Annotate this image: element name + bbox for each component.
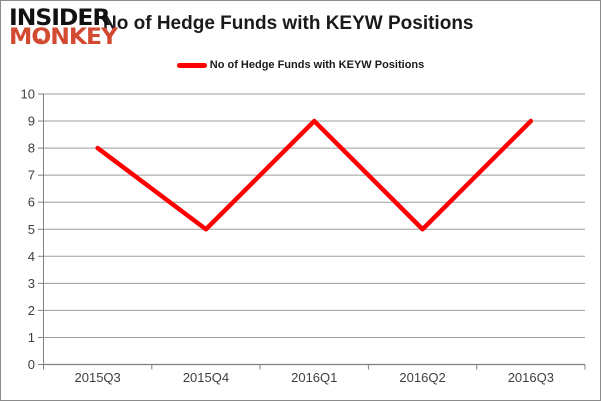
x-axis-label-2015Q3: 2015Q3 xyxy=(75,370,121,385)
monkey-eye-dot-icon xyxy=(37,38,43,43)
series-line-0 xyxy=(95,118,534,232)
y-axis-label-9: 9 xyxy=(28,114,35,129)
logo-word-insider: INSIDER xyxy=(9,6,110,31)
y-axis-label-10: 10 xyxy=(21,87,35,102)
logo-word-monkey: MONKEY xyxy=(9,26,118,48)
y-axis-label-7: 7 xyxy=(28,168,35,183)
logo-word-monkey-text: MONKEY xyxy=(9,25,118,50)
legend-label: No of Hedge Funds with KEYW Positions xyxy=(209,59,425,71)
y-axis-label-1: 1 xyxy=(28,330,35,345)
y-axis-label-4: 4 xyxy=(28,249,35,264)
chart-title: No of Hedge Funds with KEYW Positions xyxy=(103,13,474,34)
y-axis-label-3: 3 xyxy=(28,276,35,291)
legend-line-swatch xyxy=(176,62,207,68)
y-axis-label-6: 6 xyxy=(28,195,35,210)
y-axis-label-0: 0 xyxy=(28,357,35,372)
y-axis-label-2: 2 xyxy=(28,303,35,318)
x-axis-label-2015Q4: 2015Q4 xyxy=(183,370,229,385)
chart-legend: No of Hedge Funds with KEYW Positions xyxy=(1,57,600,73)
x-axis-label-2016Q1: 2016Q1 xyxy=(291,370,337,385)
y-axis-label-8: 8 xyxy=(28,141,35,156)
x-axis-label-2016Q2: 2016Q2 xyxy=(399,370,445,385)
insider-monkey-logo: INSIDER MONKEY xyxy=(9,6,118,49)
y-axis-label-5: 5 xyxy=(28,222,35,237)
x-axis-label-2016Q3: 2016Q3 xyxy=(508,370,554,385)
